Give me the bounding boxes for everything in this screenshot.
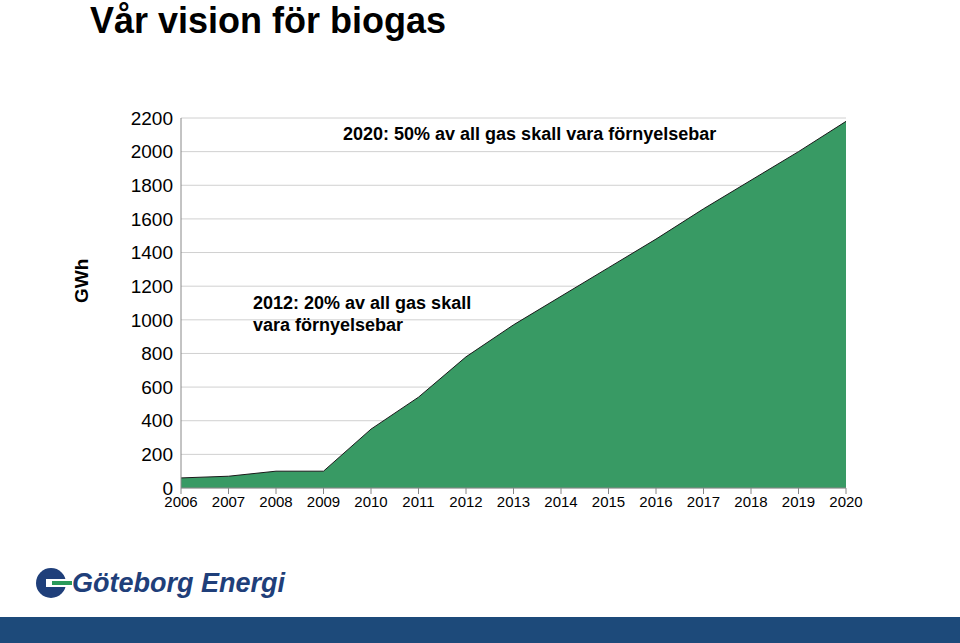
svg-text:2200: 2200: [131, 108, 173, 129]
svg-text:1000: 1000: [131, 310, 173, 331]
svg-text:2019: 2019: [782, 493, 815, 510]
svg-text:2009: 2009: [307, 493, 340, 510]
svg-text:1600: 1600: [131, 209, 173, 230]
svg-text:0: 0: [162, 478, 173, 499]
svg-text:2018: 2018: [734, 493, 767, 510]
svg-text:1400: 1400: [131, 242, 173, 263]
svg-text:2020: 2020: [829, 493, 862, 510]
svg-text:2010: 2010: [354, 493, 387, 510]
svg-text:2014: 2014: [544, 493, 577, 510]
svg-text:2016: 2016: [639, 493, 672, 510]
svg-text:2012: 2012: [449, 493, 482, 510]
svg-text:2011: 2011: [402, 493, 434, 510]
html-text:vara förnyelsebar: vara förnyelsebar: [253, 315, 404, 335]
svg-text:200: 200: [141, 444, 173, 465]
svg-text:2008: 2008: [259, 493, 292, 510]
svg-text:800: 800: [141, 343, 173, 364]
svg-text:2015: 2015: [592, 493, 625, 510]
svg-text:1800: 1800: [131, 175, 173, 196]
html-text:2020: 50% av all gas skall var: 2020: 50% av all gas skall vara förnyels…: [343, 124, 717, 144]
svg-text:GWh: GWh: [71, 259, 92, 303]
svg-text:2000: 2000: [131, 141, 173, 162]
svg-text:400: 400: [141, 410, 173, 431]
html-text:Vår vision för biogas: Vår vision för biogas: [90, 0, 447, 41]
html-text:2012: 20% av all gas skall: 2012: 20% av all gas skall: [253, 293, 472, 313]
svg-text:1200: 1200: [131, 276, 173, 297]
svg-text:2017: 2017: [687, 493, 720, 510]
html-text:Göteborg Energi: Göteborg Energi: [72, 568, 285, 598]
svg-text:2006: 2006: [164, 492, 198, 510]
svg-text:2013: 2013: [497, 493, 530, 510]
svg-text:2007: 2007: [212, 493, 245, 510]
svg-text:600: 600: [141, 377, 173, 398]
